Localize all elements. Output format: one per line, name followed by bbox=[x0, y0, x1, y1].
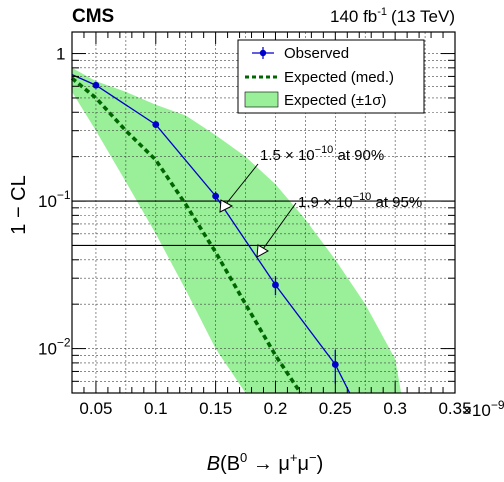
tick-labels: 0.05 0.1 0.15 0.2 0.25 0.3 0.35 10−2 10−1 1 bbox=[38, 45, 472, 418]
y-tick-label: 10−1 bbox=[38, 188, 71, 211]
x-tick-label: 0.1 bbox=[144, 399, 168, 418]
legend-observed-marker bbox=[259, 49, 267, 57]
expected-1sigma-band bbox=[72, 67, 402, 393]
x-axis-multiplier: ×10−9 bbox=[462, 398, 504, 420]
annotation-95cl-text: 1.9 × 10−10 at 95% bbox=[298, 191, 422, 211]
legend-entry-expected-median: Expected (med.) bbox=[245, 69, 394, 86]
y-axis-title: 1 − CL bbox=[8, 175, 30, 234]
observed-point bbox=[331, 361, 339, 368]
cl-reference-lines bbox=[72, 200, 455, 247]
observed-point bbox=[152, 121, 160, 128]
annotation-90cl: 1.5 × 10−10 at 90% bbox=[219, 144, 384, 213]
legend-expected-band-swatch bbox=[244, 91, 279, 108]
luminosity-label: 140 fb-1 (13 TeV) bbox=[330, 6, 455, 26]
legend-observed-label: Observed bbox=[284, 45, 349, 62]
x-tick-label: 0.35 bbox=[438, 399, 471, 418]
legend-expected-median-label: Expected (med.) bbox=[284, 69, 394, 86]
expected-1sigma-band-layer bbox=[72, 67, 402, 393]
observed-point bbox=[212, 192, 220, 200]
annotation-95cl: 1.9 × 10−10 at 95% bbox=[256, 191, 422, 258]
annotation-95cl-arrow bbox=[262, 202, 297, 250]
y-tick-label: 10−2 bbox=[38, 336, 71, 359]
observed-point bbox=[92, 81, 100, 89]
legend-entry-observed: Observed bbox=[252, 45, 349, 62]
x-axis-title: B(B0 → μ+μ−) bbox=[207, 450, 324, 475]
annotation-90cl-arrowhead bbox=[219, 199, 234, 213]
experiment-label: CMS bbox=[72, 6, 114, 27]
x-tick-label: 0.15 bbox=[199, 399, 232, 418]
x-tick-label: 0.05 bbox=[79, 399, 112, 418]
legend-entry-expected-band: Expected (±1σ) bbox=[244, 91, 387, 109]
observed-point bbox=[272, 281, 279, 289]
y-tick-label: 1 bbox=[56, 45, 65, 64]
expected-median-line bbox=[70, 76, 303, 394]
legend: Observed Expected (med.) Expected (±1σ) bbox=[237, 39, 425, 114]
annotation-90cl-arrow bbox=[225, 163, 259, 205]
legend-expected-band-label: Expected (±1σ) bbox=[284, 92, 387, 109]
observed-layer bbox=[71, 74, 351, 394]
annotation-90cl-text: 1.5 × 10−10 at 90% bbox=[260, 144, 384, 164]
expected-median-layer bbox=[70, 76, 303, 394]
annotation-95cl-arrowhead bbox=[256, 244, 270, 258]
x-tick-label: 0.3 bbox=[383, 399, 407, 418]
x-tick-label: 0.2 bbox=[264, 399, 288, 418]
x-tick-label: 0.25 bbox=[319, 399, 352, 418]
